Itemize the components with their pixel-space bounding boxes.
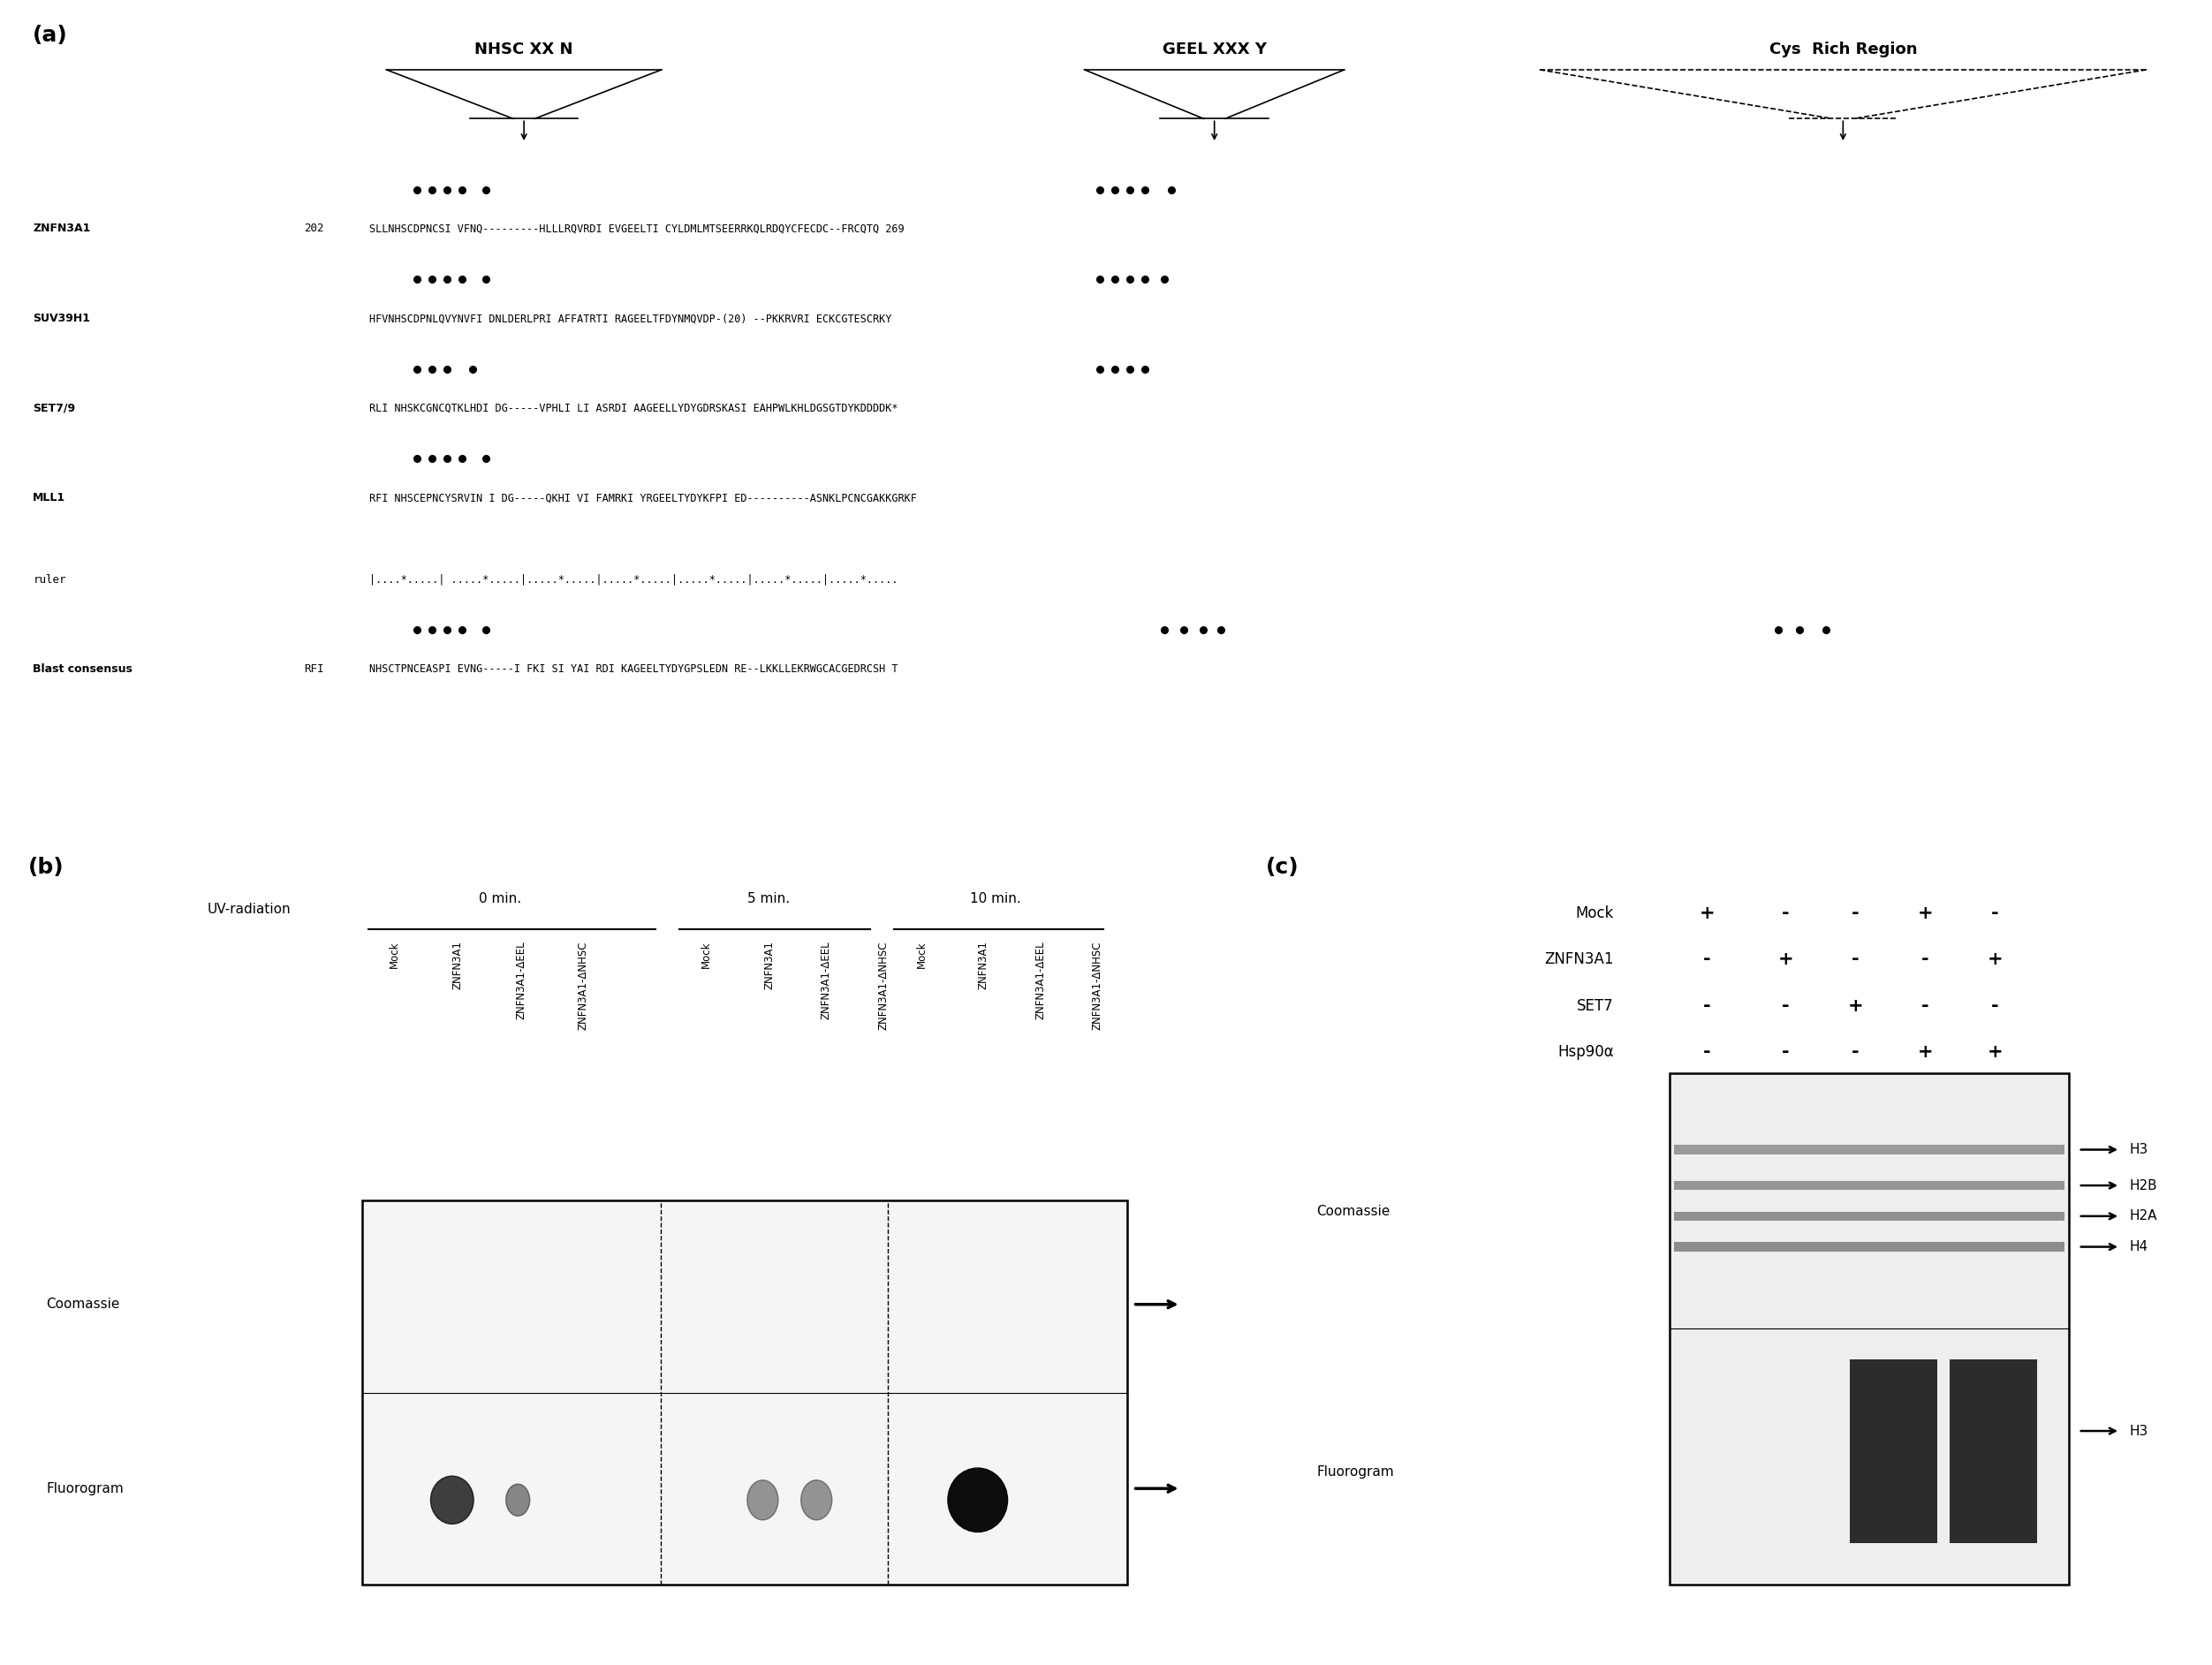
Bar [1849,1359,1938,1543]
Bar [1674,1180,2064,1190]
Text: H2B: H2B [2130,1179,2157,1192]
Text: Fluorogram: Fluorogram [1316,1465,1394,1479]
Bar [1670,1072,2068,1585]
Text: -: - [1783,1044,1790,1061]
Text: -: - [1703,1044,1710,1061]
Text: ZNFN3A1: ZNFN3A1 [763,941,776,989]
Text: MLL1: MLL1 [33,493,66,504]
Text: ZNFN3A1-ΔNHSC: ZNFN3A1-ΔNHSC [878,941,889,1031]
Text: 202: 202 [303,223,323,235]
Text: Mock: Mock [1575,906,1615,921]
Text: +: + [1986,951,2002,969]
Text: SLLNHSCDPNCSI VFNQ---------HLLLRQVRDI EVGEELTI CYLDMLMTSEERRKQLRDQYCFECDC--FRCQT: SLLNHSCDPNCSI VFNQ---------HLLLRQVRDI EV… [369,223,905,235]
Text: +: + [1778,951,1794,969]
Text: Fluorogram: Fluorogram [46,1482,124,1495]
Text: ZNFN3A1-ΔNHSC: ZNFN3A1-ΔNHSC [577,941,588,1031]
Text: ruler: ruler [33,574,66,586]
Text: -: - [1783,997,1790,1014]
Bar [1674,1242,2064,1252]
Text: ZNFN3A1: ZNFN3A1 [1544,951,1615,967]
Text: ZNFN3A1-ΔNHSC: ZNFN3A1-ΔNHSC [1091,941,1102,1031]
Text: -: - [1991,997,2000,1014]
Text: UV-radiation: UV-radiation [208,902,290,916]
Bar [1674,1212,2064,1220]
Text: RFI NHSCEPNCYSRVIN I DG-----QKHI VI FAMRKI YRGEELTYDYKFPI ED----------ASNKLPCNCG: RFI NHSCEPNCYSRVIN I DG-----QKHI VI FAMR… [369,493,916,504]
Ellipse shape [507,1484,531,1517]
Text: +: + [1847,997,1863,1014]
Text: Coomassie: Coomassie [46,1297,119,1310]
Text: SET7/9: SET7/9 [33,403,75,415]
Bar [1949,1359,2037,1543]
Text: ZNFN3A1: ZNFN3A1 [33,223,91,235]
Text: ZNFN3A1: ZNFN3A1 [451,941,465,989]
Bar [1674,1146,2064,1154]
Text: -: - [1703,997,1710,1014]
Text: -: - [1922,997,1929,1014]
Text: NHSC XX N: NHSC XX N [476,42,573,57]
Text: ZNFN3A1-ΔEEL: ZNFN3A1-ΔEEL [515,941,526,1019]
Text: ZNFN3A1: ZNFN3A1 [978,941,989,989]
Text: -: - [1991,904,2000,922]
Text: Hsp90α: Hsp90α [1557,1044,1615,1061]
Text: SET7: SET7 [1577,997,1615,1014]
Text: Mock: Mock [389,941,400,967]
Text: SUV39H1: SUV39H1 [33,313,91,325]
Text: (b): (b) [29,857,64,879]
Text: (c): (c) [1265,857,1298,879]
Text: ZNFN3A1-ΔEEL: ZNFN3A1-ΔEEL [821,941,832,1019]
Text: -: - [1851,904,1860,922]
Text: -: - [1851,951,1860,969]
Text: (a): (a) [33,25,69,47]
Text: |....*.....| .....*.....|.....*.....|.....*.....|.....*.....|.....*.....|.....*.: |....*.....| .....*.....|.....*.....|...… [369,574,898,586]
Text: 5 min.: 5 min. [748,892,790,906]
Text: +: + [1699,904,1714,922]
Text: +: + [1918,904,1933,922]
Text: Blast consensus: Blast consensus [33,664,133,674]
Text: -: - [1703,951,1710,969]
Text: Mock: Mock [701,941,712,967]
Text: RFI: RFI [303,664,323,674]
Ellipse shape [947,1469,1009,1532]
Text: Mock: Mock [916,941,927,967]
Text: NHSCTPNCEASPI EVNG-----I FKI SI YAI RDI KAGEELTYDYGPSLEDN RE--LKKLLEKRWGCACGEDRC: NHSCTPNCEASPI EVNG-----I FKI SI YAI RDI … [369,664,898,674]
Text: H2A: H2A [2130,1209,2157,1222]
Text: ZNFN3A1-ΔEEL: ZNFN3A1-ΔEEL [1035,941,1046,1019]
Text: H3: H3 [2130,1144,2148,1156]
Text: 0 min.: 0 min. [478,892,522,906]
Text: HFVNHSCDPNLQVYNVFI DNLDERLPRI AFFATRTI RAGEELTFDYNMQVDP-(20) --PKKRVRI ECKCGTESC: HFVNHSCDPNLQVYNVFI DNLDERLPRI AFFATRTI R… [369,313,891,325]
Text: +: + [1918,1044,1933,1061]
Text: Cys  Rich Region: Cys Rich Region [1770,42,1918,57]
Ellipse shape [801,1480,832,1520]
Text: +: + [1986,1044,2002,1061]
Bar [363,1200,1128,1585]
Text: -: - [1922,951,1929,969]
Text: -: - [1783,904,1790,922]
Text: GEEL XXX Y: GEEL XXX Y [1161,42,1267,57]
Ellipse shape [748,1480,779,1520]
Text: Coomassie: Coomassie [1316,1204,1389,1217]
Text: 10 min.: 10 min. [971,892,1022,906]
Text: -: - [1851,1044,1860,1061]
Text: RLI NHSKCGNCQTKLHDI DG-----VPHLI LI ASRDI AAGEELLYDYGDRSKASI EAHPWLKHLDGSGTDYKDD: RLI NHSKCGNCQTKLHDI DG-----VPHLI LI ASRD… [369,403,898,415]
Text: H4: H4 [2130,1240,2148,1254]
Ellipse shape [431,1477,473,1523]
Text: H3: H3 [2130,1424,2148,1437]
